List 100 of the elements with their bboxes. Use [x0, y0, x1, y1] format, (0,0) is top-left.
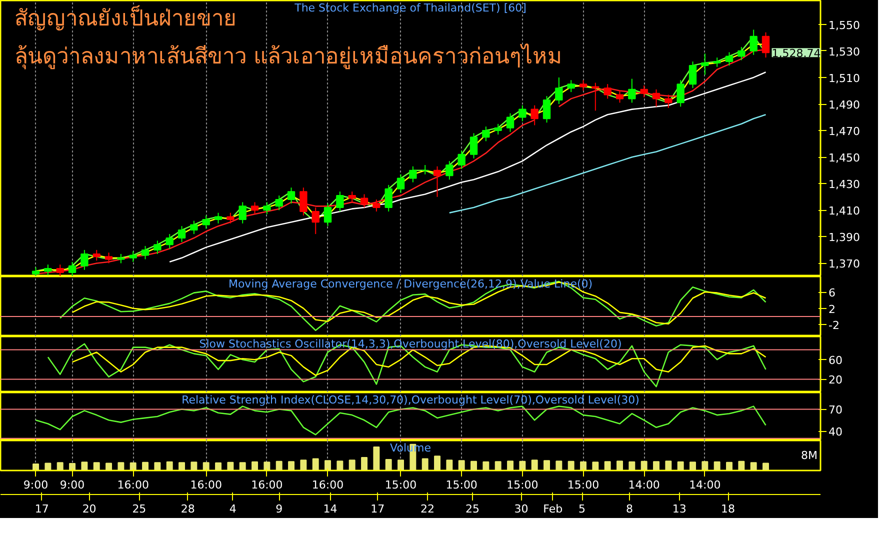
bar [434, 456, 441, 470]
candlestick [336, 191, 344, 212]
bar [276, 460, 282, 470]
candlestick [604, 84, 612, 100]
bar [628, 461, 636, 470]
bar [507, 460, 514, 470]
text: 8 [626, 502, 633, 516]
bar [288, 461, 295, 470]
candlestick [348, 191, 356, 203]
y-tick-label: 1,490 [828, 98, 860, 112]
candlestick [166, 234, 174, 250]
bar [106, 462, 112, 470]
y-tick-label: 1,410 [828, 204, 860, 218]
bar [616, 460, 623, 470]
bar [519, 460, 526, 470]
text: 4 [229, 502, 236, 516]
candlestick [530, 104, 538, 126]
bar [422, 458, 428, 470]
text: 5 [578, 502, 586, 516]
y-tick-label: 40 [828, 426, 842, 439]
bar [470, 460, 477, 470]
candlestick [446, 160, 454, 180]
bar [556, 460, 562, 470]
y-tick-label: 2 [828, 302, 836, 316]
candlestick [762, 32, 770, 58]
bar [385, 459, 392, 470]
candlestick [688, 61, 697, 89]
bar [69, 462, 76, 470]
x-tick-label: 9:00 [60, 478, 85, 492]
bar [640, 460, 648, 470]
candlestick [238, 202, 246, 224]
bar [154, 462, 161, 470]
candlestick [482, 126, 490, 142]
candlestick [470, 132, 478, 159]
text: 13 [672, 502, 686, 516]
bar [312, 458, 319, 470]
bar [56, 462, 64, 470]
bar [580, 461, 586, 470]
y-tick-label: 1,550 [828, 18, 860, 32]
bar [458, 460, 465, 470]
text: 17 [370, 502, 385, 516]
candlestick [652, 88, 660, 108]
y-tick-label: -2 [828, 319, 840, 332]
candlestick [226, 212, 234, 224]
text: 28 [180, 502, 195, 516]
x-tick-label: 9:00 [23, 478, 48, 492]
annotation: ลุ้นดูว่าลงมาหาเส้นสีขาว แล้วเอาอยู่เหมือนคราวก่อนๆไหม [14, 44, 562, 70]
candlestick [409, 166, 417, 183]
y-tick-label: 6 [828, 286, 836, 300]
candlestick [178, 226, 186, 242]
candlestick [421, 164, 429, 175]
candlestick [324, 203, 332, 227]
text: 17 [34, 502, 49, 516]
annotation: 1,528.74 [772, 47, 821, 60]
bar [373, 446, 380, 470]
candlestick [542, 96, 551, 124]
candlestick [190, 220, 198, 235]
x-tick-label: 15:00 [567, 478, 600, 492]
candlestick [154, 240, 162, 254]
x-tick-label: 14:00 [689, 478, 721, 492]
bar [482, 461, 490, 470]
bar [81, 462, 88, 470]
bar [714, 461, 720, 470]
candlestick [275, 195, 283, 211]
bar [446, 460, 453, 470]
bar [348, 460, 356, 470]
candlestick [141, 245, 150, 260]
line-series [35, 406, 766, 436]
text: 14 [323, 502, 338, 516]
text: 9 [276, 502, 283, 516]
bar [544, 460, 550, 470]
bar [677, 461, 684, 470]
bar [118, 462, 124, 470]
bar [264, 462, 270, 470]
candlestick [725, 52, 734, 66]
bar [750, 462, 757, 470]
candlestick [628, 78, 636, 104]
x-tick-label: 15:00 [384, 478, 417, 492]
bar [178, 462, 186, 470]
candlestick [56, 264, 64, 276]
candlestick [738, 46, 746, 61]
text: 8M [801, 449, 818, 462]
text: Feb [543, 502, 563, 516]
candlestick [214, 212, 222, 224]
chart-title: Slow Stochastics Oscillator(14,3,3),Overbought Level(80),Oversold Level(20) [199, 338, 622, 350]
bar [252, 461, 258, 470]
candlestick [750, 29, 758, 56]
y-tick-label: 1,390 [828, 231, 860, 244]
candlestick [287, 187, 296, 204]
candlestick [263, 202, 271, 215]
bar [202, 462, 210, 470]
line-series [59, 280, 766, 332]
text: 30 [514, 502, 528, 516]
bar [300, 460, 307, 470]
text: 20 [82, 502, 96, 516]
candlestick [300, 187, 308, 216]
candlestick [458, 150, 466, 170]
line-series [448, 114, 766, 214]
chart-title: Relative Strength Index(CLOSE,14,30,70),Overbought Level(70),Oversold Level(30) [182, 394, 640, 406]
candlestick [640, 84, 648, 98]
